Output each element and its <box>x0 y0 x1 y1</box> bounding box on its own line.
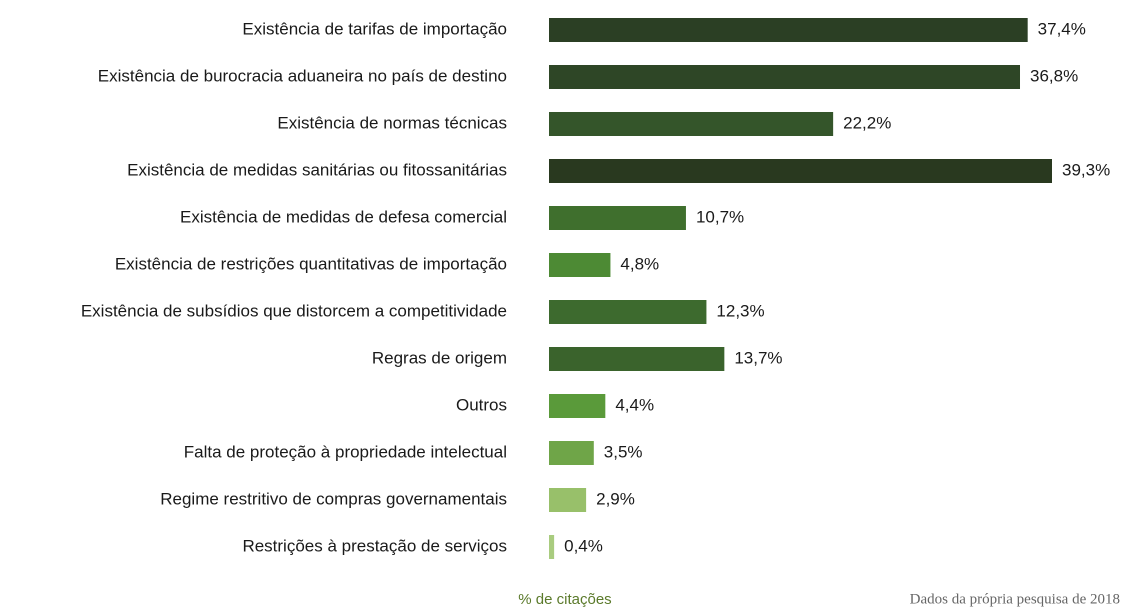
value-label: 0,4% <box>564 536 603 555</box>
category-label: Existência de tarifas de importação <box>242 19 507 38</box>
value-label: 4,8% <box>620 254 659 273</box>
category-label: Regime restritivo de compras governament… <box>160 489 507 508</box>
bar <box>549 394 606 418</box>
value-label: 13,7% <box>734 348 782 367</box>
category-label: Falta de proteção à propriedade intelect… <box>184 442 507 461</box>
category-label: Existência de medidas de defesa comercia… <box>180 207 507 226</box>
bar <box>549 159 1052 183</box>
value-label: 37,4% <box>1038 19 1086 38</box>
value-label: 36,8% <box>1030 66 1078 85</box>
category-label: Outros <box>456 395 507 414</box>
bar <box>549 488 587 512</box>
x-axis-label: % de citações <box>518 591 611 608</box>
category-label: Restrições à prestação de serviços <box>242 536 507 555</box>
bar <box>549 206 686 230</box>
bar <box>549 65 1021 89</box>
value-label: 2,9% <box>596 489 635 508</box>
value-label: 10,7% <box>696 207 744 226</box>
category-label: Existência de subsídios que distorcem a … <box>81 301 507 320</box>
bar <box>549 441 594 465</box>
bar <box>549 300 707 324</box>
source-note: Dados da própria pesquisa de 2018 <box>910 591 1120 607</box>
value-label: 22,2% <box>843 113 891 132</box>
bar <box>549 18 1028 42</box>
bar <box>549 347 725 371</box>
value-label: 12,3% <box>716 301 764 320</box>
bar <box>549 112 834 136</box>
category-label: Existência de normas técnicas <box>277 113 507 132</box>
category-label: Existência de burocracia aduaneira no pa… <box>98 66 507 85</box>
value-label: 3,5% <box>604 442 643 461</box>
category-label: Regras de origem <box>372 348 507 367</box>
category-label: Existência de medidas sanitárias ou fito… <box>127 160 507 179</box>
category-label: Existência de restrições quantitativas d… <box>115 254 507 273</box>
value-label: 39,3% <box>1062 160 1110 179</box>
bar <box>549 253 611 277</box>
value-label: 4,4% <box>615 395 654 414</box>
bar <box>549 535 555 559</box>
